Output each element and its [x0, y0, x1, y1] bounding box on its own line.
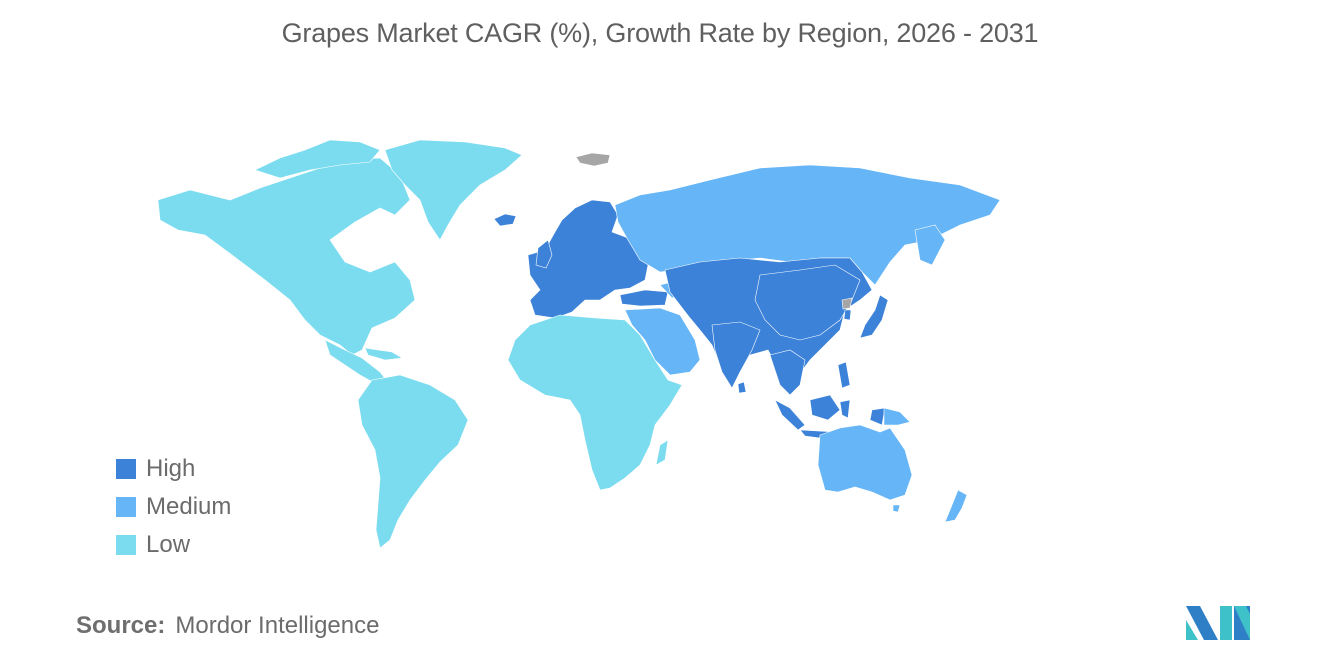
legend-swatch-medium [116, 497, 136, 517]
region-indonesia-sumatra[interactable] [774, 399, 806, 431]
legend-item-high: High [116, 450, 231, 488]
region-philippines[interactable] [837, 361, 851, 389]
source-note: Source: Mordor Intelligence [76, 612, 379, 640]
legend-label-high: High [146, 455, 196, 482]
region-caribbean[interactable] [364, 347, 403, 361]
legend-swatch-high [116, 459, 136, 479]
region-south-america[interactable] [357, 374, 469, 549]
source-value: Mordor Intelligence [175, 612, 380, 639]
region-turkey[interactable] [619, 289, 669, 307]
legend-swatch-low [116, 535, 136, 555]
region-japan[interactable] [859, 294, 889, 339]
region-south-korea[interactable] [843, 309, 852, 321]
legend-item-low: Low [116, 526, 231, 564]
legend-label-medium: Medium [146, 493, 232, 520]
region-indonesia-borneo[interactable] [809, 394, 841, 421]
region-africa[interactable] [507, 314, 683, 491]
region-europe[interactable] [527, 199, 649, 319]
region-british-isles[interactable] [535, 239, 553, 269]
region-sulawesi[interactable] [839, 399, 851, 419]
region-svalbard[interactable] [575, 152, 611, 167]
region-canadian-arctic[interactable] [254, 139, 381, 179]
region-sri-lanka[interactable] [737, 381, 747, 394]
region-south-asia[interactable] [711, 321, 761, 389]
legend: High Medium Low [116, 450, 231, 564]
region-north-america[interactable] [157, 157, 416, 356]
source-label: Source: [76, 612, 166, 639]
logo-shape-2 [1186, 620, 1198, 640]
region-north-korea[interactable] [841, 297, 853, 310]
legend-item-medium: Medium [116, 488, 231, 526]
region-russia-east[interactable] [914, 224, 946, 266]
region-australia[interactable] [817, 424, 913, 501]
region-tasmania[interactable] [892, 504, 901, 513]
chart-title: Grapes Market CAGR (%), Growth Rate by R… [281, 18, 1039, 48]
region-middle-east[interactable] [624, 307, 701, 376]
region-iceland[interactable] [493, 213, 517, 227]
region-southeast-asia[interactable] [769, 349, 806, 396]
mordor-intelligence-logo-icon [1186, 606, 1250, 640]
logo-shape-5 [1234, 606, 1250, 640]
region-greenland[interactable] [384, 139, 523, 241]
logo-shape-3 [1220, 606, 1232, 640]
region-papua-new-guinea[interactable] [883, 407, 911, 426]
legend-label-low: Low [146, 531, 191, 558]
region-china[interactable] [754, 264, 861, 341]
region-new-zealand[interactable] [944, 489, 968, 523]
region-papua-west[interactable] [869, 407, 886, 426]
logo-shape-1 [1186, 606, 1218, 640]
region-madagascar[interactable] [655, 439, 669, 466]
